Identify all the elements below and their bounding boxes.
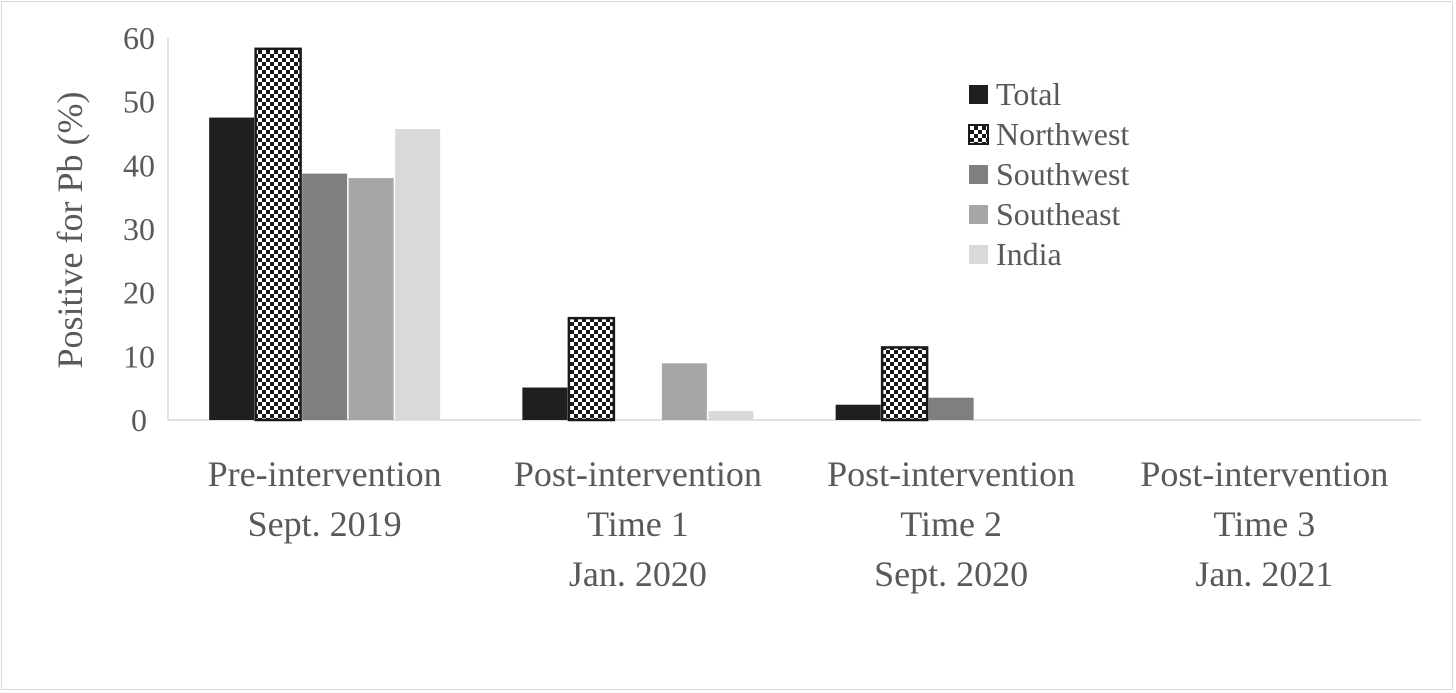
category-label: Time 2 [900,504,1002,544]
bar-northwest-0 [254,47,302,422]
bar-southwest-0 [302,173,348,420]
bar-southwest-2 [928,397,974,420]
category-label: Post-intervention [1140,454,1388,494]
legend-swatch-india [969,245,988,264]
legend-label-india: India [996,236,1062,272]
y-tick-label: 20 [123,275,155,311]
y-tick-label: 50 [123,84,155,120]
bar-india-0 [395,129,441,420]
category-label: Time 1 [587,504,689,544]
category-label: Jan. 2021 [1195,554,1333,594]
legend-label-total: Total [996,76,1061,112]
legend-swatch-southeast [969,205,988,224]
y-tick-labels: 0 10 20 30 40 50 60 [123,20,155,438]
category-label: Time 3 [1214,504,1316,544]
y-tick-label: 30 [123,211,155,247]
bar-series [209,47,974,422]
bar-northwest-1 [567,316,616,422]
legend-label-northwest: Northwest [996,116,1129,152]
category-label: Sept. 2019 [248,504,402,544]
category-labels: Pre-intervention Sept. 2019 Post-intervent… [208,454,1389,594]
bar-india-1 [708,411,754,420]
bar-total-2 [835,404,881,420]
legend: Total Northwest Southwest Southeast India [968,76,1129,272]
category-label: Pre-intervention [208,454,442,494]
y-tick-label: 10 [123,338,155,374]
y-tick-label: 0 [131,402,147,438]
bar-northwest-2 [880,346,929,422]
bar-total-0 [209,117,255,420]
bar-southeast-1 [661,363,707,420]
category-label: Post-intervention [514,454,762,494]
bar-southeast-0 [348,178,394,420]
category-label: Sept. 2020 [874,554,1028,594]
legend-swatch-southwest [969,165,988,184]
legend-swatch-total [969,85,988,104]
legend-swatch-northwest [968,124,989,145]
category-label: Post-intervention [827,454,1075,494]
legend-label-southwest: Southwest [996,156,1129,192]
legend-label-southeast: Southeast [996,196,1121,232]
y-axis-label: Positive for Pb (%) [50,92,90,369]
bar-total-1 [522,387,568,420]
y-tick-label: 60 [123,20,155,56]
y-tick-label: 40 [123,147,155,183]
category-label: Jan. 2020 [569,554,707,594]
